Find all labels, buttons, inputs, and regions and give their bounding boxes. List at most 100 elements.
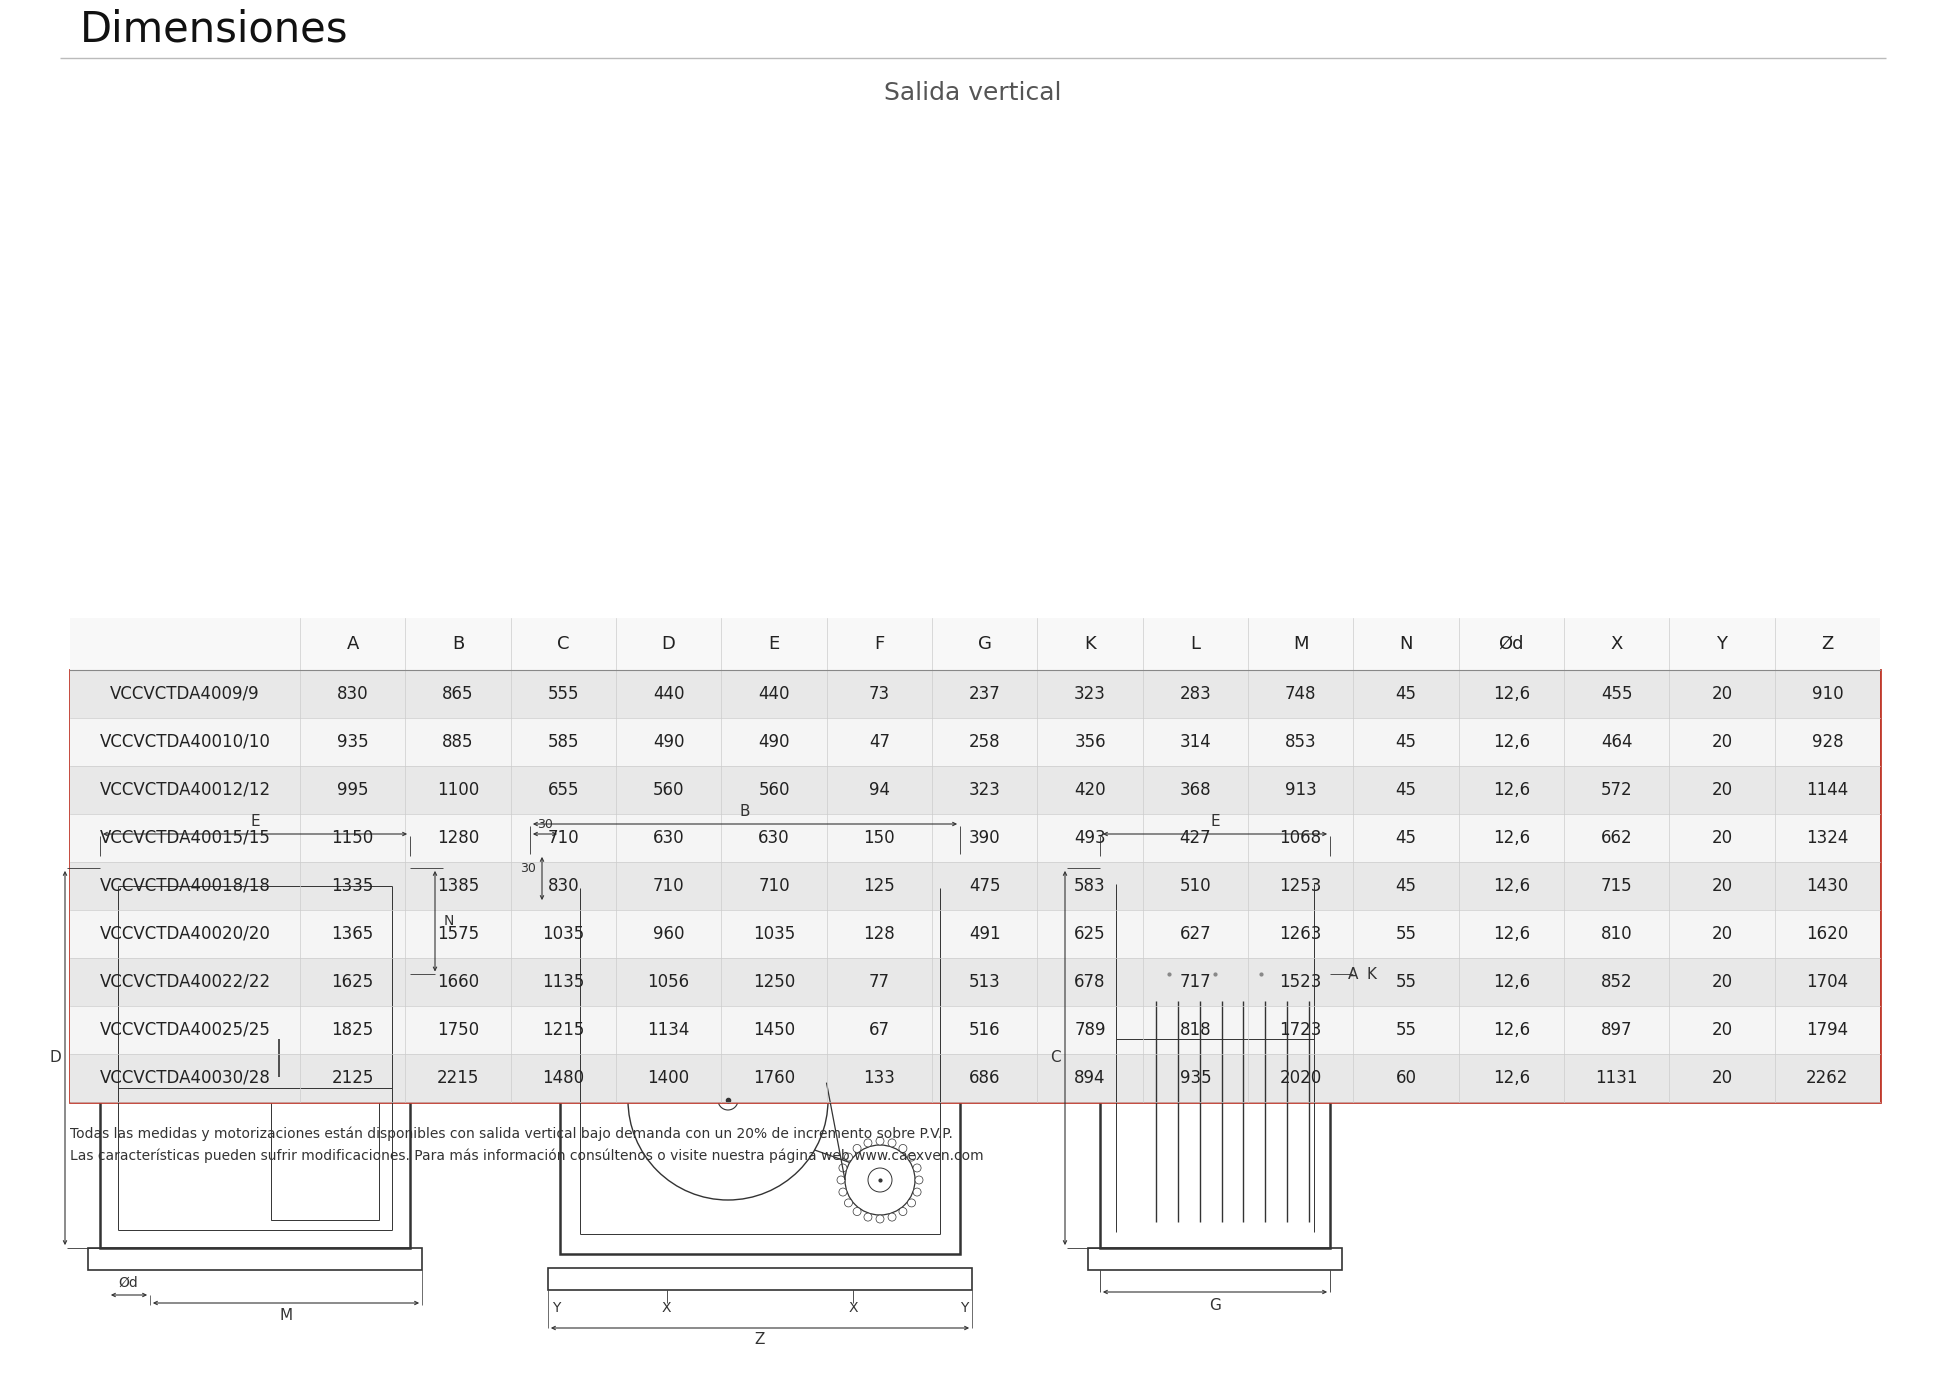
Circle shape	[887, 1213, 895, 1220]
Text: 1215: 1215	[543, 1021, 584, 1039]
Text: Z: Z	[755, 1332, 765, 1348]
Circle shape	[899, 1145, 907, 1152]
Text: 1035: 1035	[543, 925, 584, 944]
Text: 717: 717	[1179, 973, 1210, 991]
Text: 20: 20	[1711, 829, 1732, 847]
Text: 490: 490	[654, 733, 685, 751]
Text: 1144: 1144	[1806, 781, 1849, 800]
Text: 1035: 1035	[753, 925, 796, 944]
Bar	[549, 1268, 971, 1290]
Text: Salida vertical: Salida vertical	[883, 81, 1063, 105]
Text: 894: 894	[1074, 1069, 1105, 1088]
Text: 513: 513	[969, 973, 1000, 991]
Text: 630: 630	[759, 829, 790, 847]
Text: 1625: 1625	[331, 973, 374, 991]
Bar	[70, 670, 1880, 1102]
Text: 45: 45	[1395, 781, 1417, 800]
Text: 12,6: 12,6	[1493, 925, 1530, 944]
Text: 897: 897	[1602, 1021, 1633, 1039]
Text: E: E	[251, 815, 261, 829]
Text: Ød: Ød	[1498, 635, 1524, 653]
Text: 748: 748	[1284, 685, 1315, 703]
Text: 73: 73	[868, 685, 889, 703]
Circle shape	[845, 1199, 852, 1206]
Text: 427: 427	[1179, 829, 1210, 847]
Text: 560: 560	[654, 781, 685, 800]
Bar	[70, 618, 1880, 670]
Text: 55: 55	[1395, 925, 1417, 944]
Text: 715: 715	[1602, 877, 1633, 895]
Text: 12,6: 12,6	[1493, 973, 1530, 991]
Text: 323: 323	[1074, 685, 1105, 703]
Text: 493: 493	[1074, 829, 1105, 847]
Text: VCCVCTDA40015/15: VCCVCTDA40015/15	[99, 829, 270, 847]
Text: 1523: 1523	[1279, 973, 1321, 991]
Text: 1480: 1480	[543, 1069, 584, 1088]
Text: VCCVCTDA40020/20: VCCVCTDA40020/20	[99, 925, 270, 944]
Circle shape	[907, 1153, 915, 1162]
Text: 314: 314	[1179, 733, 1210, 751]
Bar	[560, 868, 959, 1254]
Text: VCCVCTDA40022/22: VCCVCTDA40022/22	[99, 973, 270, 991]
Text: B: B	[451, 635, 465, 653]
Text: VCCVCTDA40030/28: VCCVCTDA40030/28	[99, 1069, 270, 1088]
Text: 2215: 2215	[436, 1069, 479, 1088]
Text: B: B	[739, 804, 751, 819]
Text: 2125: 2125	[331, 1069, 374, 1088]
Text: 45: 45	[1395, 733, 1417, 751]
Text: 1760: 1760	[753, 1069, 796, 1088]
Text: 133: 133	[864, 1069, 895, 1088]
Circle shape	[845, 1153, 852, 1162]
Bar	[1088, 1248, 1343, 1269]
Text: 20: 20	[1711, 877, 1732, 895]
Circle shape	[839, 1188, 847, 1197]
Text: 491: 491	[969, 925, 1000, 944]
Text: N: N	[444, 914, 453, 928]
Text: 625: 625	[1074, 925, 1105, 944]
Text: 20: 20	[1711, 685, 1732, 703]
Text: 935: 935	[337, 733, 368, 751]
Text: 440: 440	[759, 685, 790, 703]
Text: 678: 678	[1074, 973, 1105, 991]
Text: 710: 710	[547, 829, 580, 847]
Text: 283: 283	[1179, 685, 1210, 703]
Text: 1385: 1385	[436, 877, 479, 895]
Text: A: A	[346, 635, 358, 653]
Text: C: C	[1049, 1050, 1061, 1065]
Text: 1620: 1620	[1806, 925, 1849, 944]
Text: M: M	[280, 1307, 292, 1323]
Text: Dimensiones: Dimensiones	[80, 8, 348, 50]
Circle shape	[907, 1199, 915, 1206]
Bar	[1094, 856, 1337, 868]
Text: F: F	[874, 635, 885, 653]
Text: G: G	[1208, 1299, 1220, 1314]
Text: 45: 45	[1395, 877, 1417, 895]
Text: VCCVCTDA4009/9: VCCVCTDA4009/9	[111, 685, 261, 703]
Text: 928: 928	[1812, 733, 1843, 751]
Circle shape	[913, 1188, 920, 1197]
Text: 45: 45	[1395, 685, 1417, 703]
Text: 910: 910	[1812, 685, 1843, 703]
Circle shape	[837, 1176, 845, 1184]
Text: 852: 852	[1602, 973, 1633, 991]
Text: X: X	[1611, 635, 1623, 653]
Text: 2020: 2020	[1280, 1069, 1321, 1088]
Circle shape	[876, 1215, 883, 1223]
Text: Y: Y	[553, 1302, 560, 1316]
Bar	[270, 896, 379, 1220]
Text: 1660: 1660	[438, 973, 479, 991]
Text: 47: 47	[868, 733, 889, 751]
Circle shape	[899, 1208, 907, 1215]
Circle shape	[876, 1137, 883, 1145]
Text: 368: 368	[1179, 781, 1210, 800]
Text: 12,6: 12,6	[1493, 685, 1530, 703]
Text: 125: 125	[864, 877, 895, 895]
Text: 1794: 1794	[1806, 1021, 1849, 1039]
Text: 323: 323	[969, 781, 1000, 800]
Text: 1723: 1723	[1279, 1021, 1321, 1039]
Bar	[529, 854, 959, 903]
Text: M: M	[1292, 635, 1308, 653]
Text: 1450: 1450	[753, 1021, 796, 1039]
Text: 475: 475	[969, 877, 1000, 895]
Text: E: E	[1210, 815, 1220, 829]
